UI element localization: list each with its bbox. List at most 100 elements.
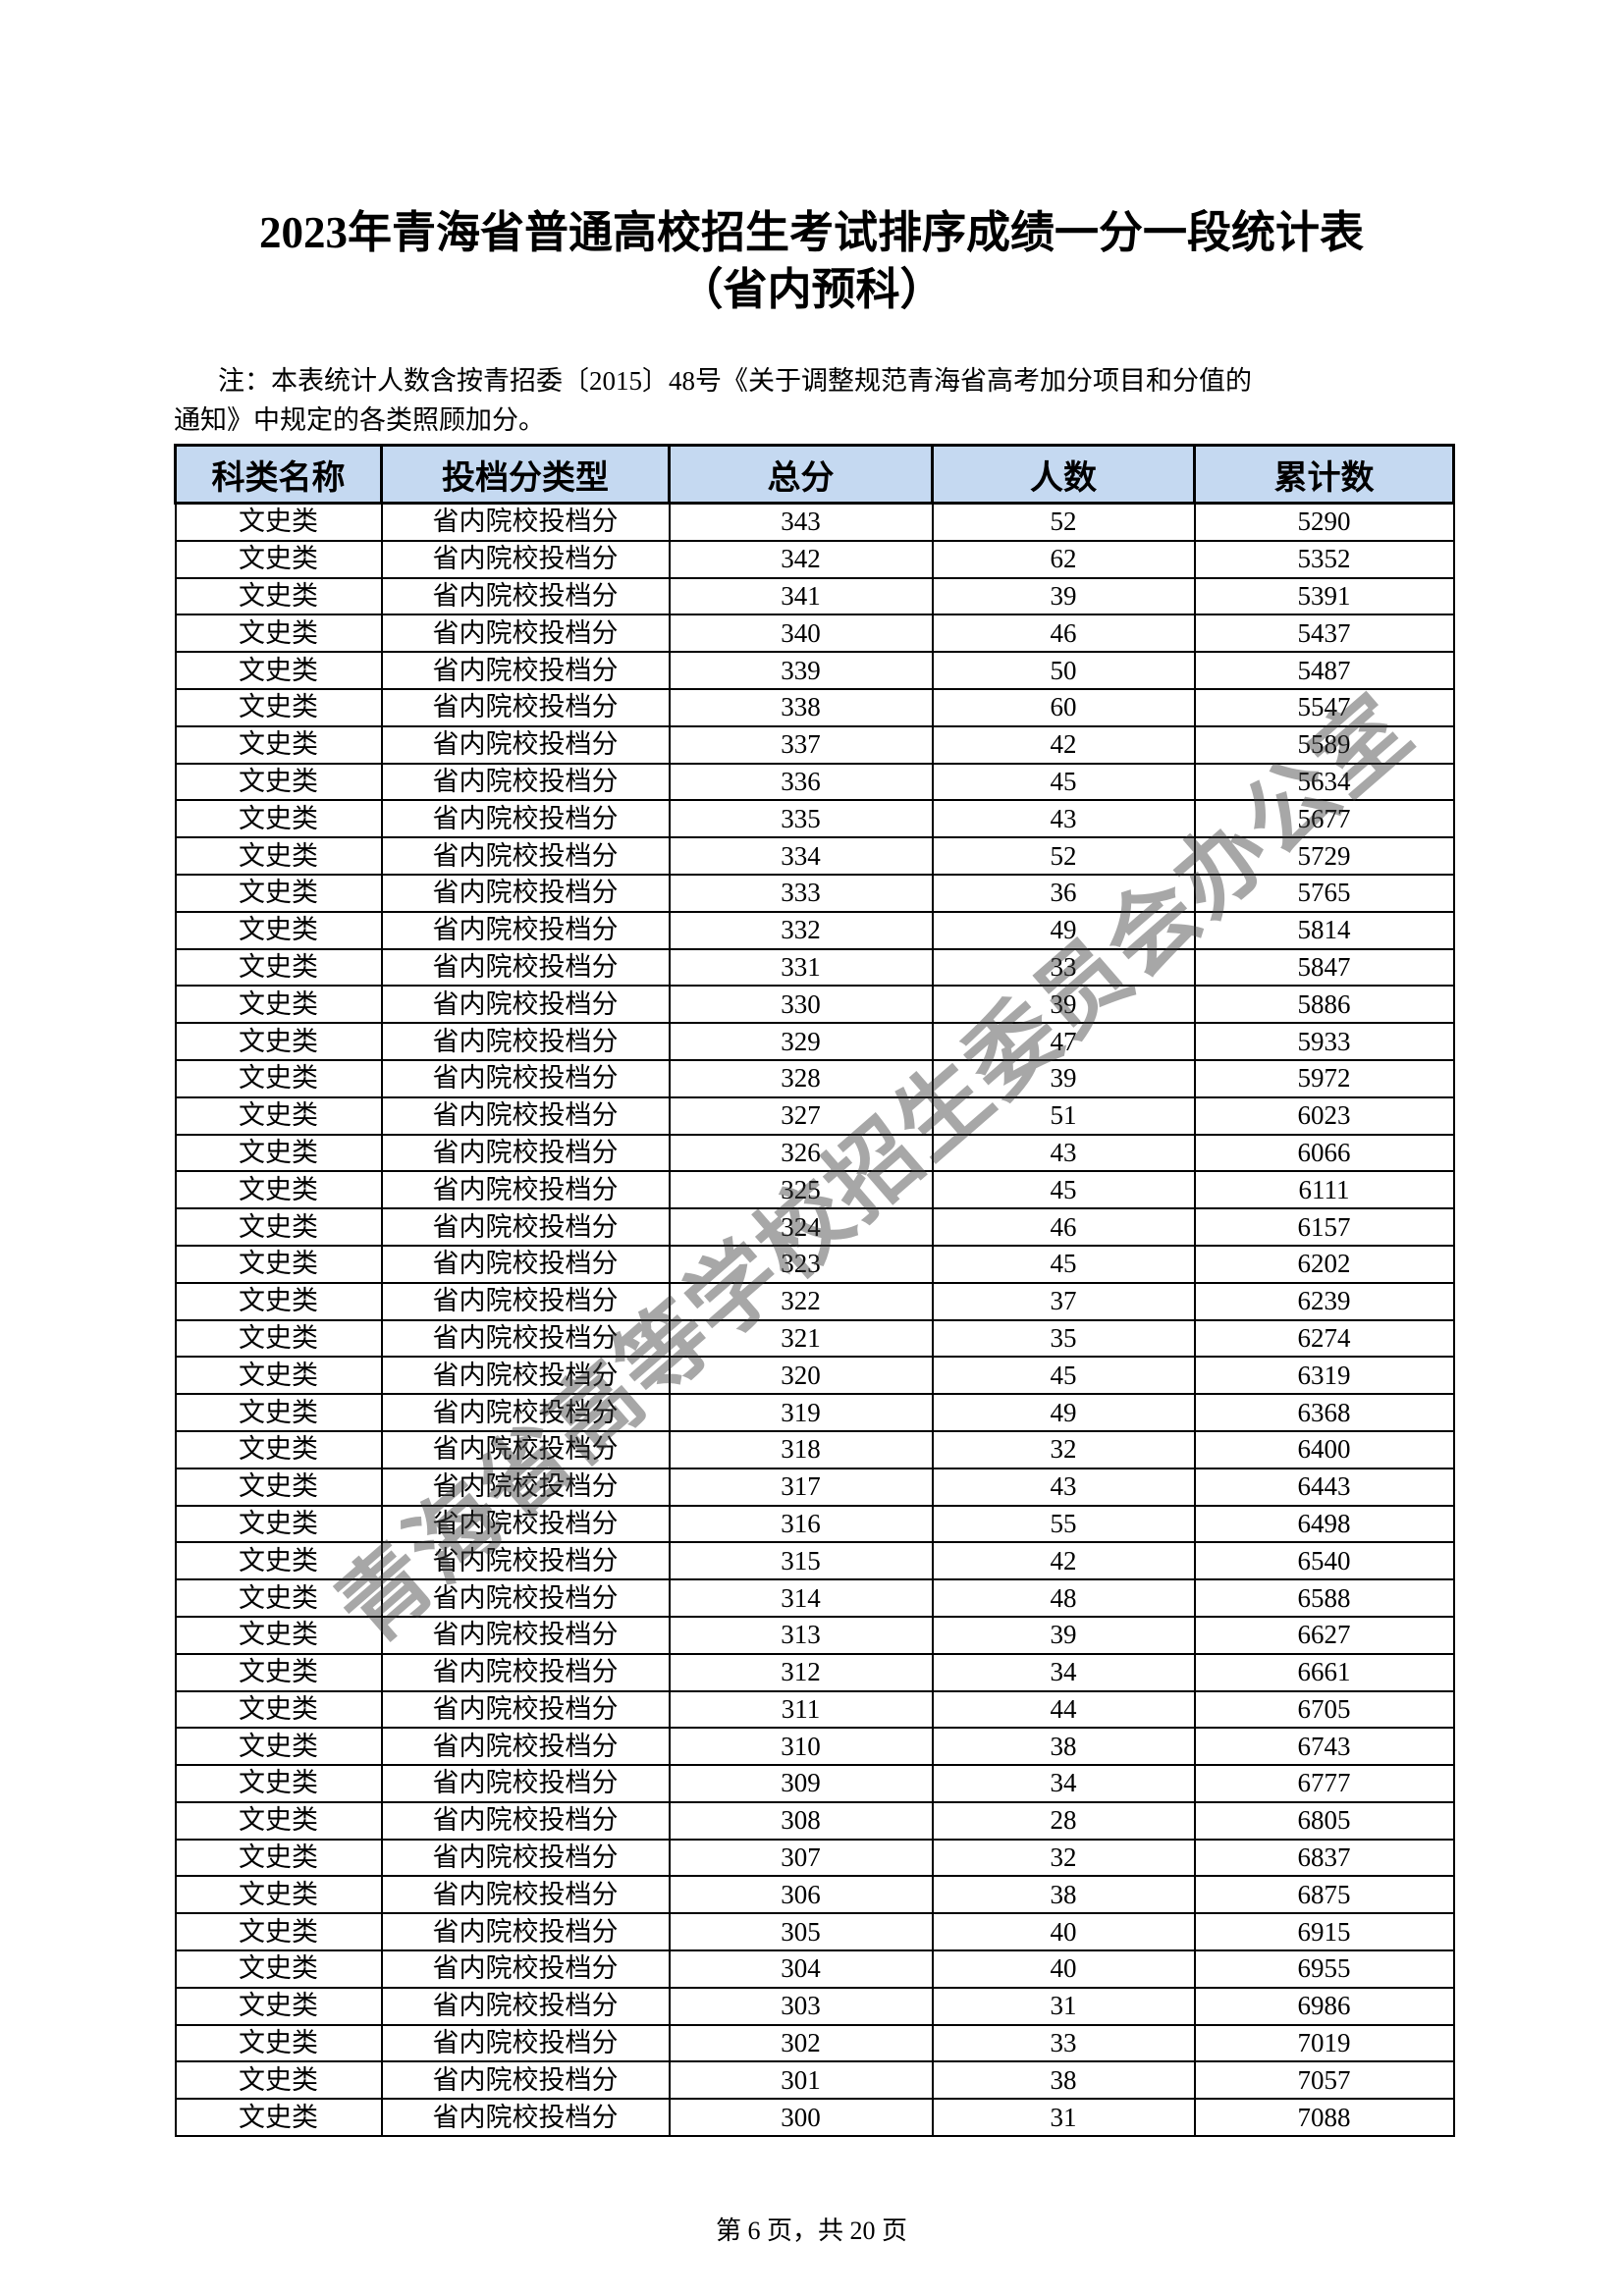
table-cell: 39 <box>931 1058 1196 1098</box>
table-cell: 文史类 <box>174 2060 383 2101</box>
table-cell: 6498 <box>1193 1504 1455 1544</box>
table-cell: 327 <box>668 1095 934 1136</box>
table-cell: 文史类 <box>174 1912 383 1952</box>
table-cell: 文史类 <box>174 1838 383 1878</box>
table-row: 文史类 省内院校投档分 327 51 6023 <box>174 1095 1455 1136</box>
table-cell: 5634 <box>1193 762 1455 802</box>
table-cell: 39 <box>931 985 1196 1025</box>
table-cell: 文史类 <box>174 1467 383 1507</box>
table-cell: 5847 <box>1193 947 1455 988</box>
table-cell: 文史类 <box>174 947 383 988</box>
table-cell: 328 <box>668 1058 934 1098</box>
table-cell: 省内院校投档分 <box>380 576 671 616</box>
table-cell: 44 <box>931 1689 1196 1730</box>
table-cell: 62 <box>931 539 1196 579</box>
table-cell: 39 <box>931 1615 1196 1655</box>
table-cell: 303 <box>668 1986 934 2026</box>
table-cell: 312 <box>668 1652 934 1692</box>
table-cell: 39 <box>931 576 1196 616</box>
subtitle: （省内预科） <box>678 265 945 314</box>
table-row: 文史类 省内院校投档分 326 43 6066 <box>174 1133 1455 1173</box>
column-header: 人数 <box>931 444 1196 505</box>
table-cell: 文史类 <box>174 910 383 950</box>
table-cell: 省内院校投档分 <box>380 1022 671 1061</box>
table-cell: 6111 <box>1193 1170 1455 1210</box>
table-cell: 6915 <box>1193 1912 1455 1952</box>
table-cell: 省内院校投档分 <box>380 910 671 950</box>
table-row: 文史类 省内院校投档分 323 45 6202 <box>174 1244 1455 1284</box>
table-cell: 省内院校投档分 <box>380 1541 671 1581</box>
table-cell: 省内院校投档分 <box>380 1170 671 1210</box>
table-cell: 45 <box>931 1170 1196 1210</box>
table-cell: 文史类 <box>174 502 383 542</box>
table-cell: 省内院校投档分 <box>380 947 671 988</box>
table-row: 文史类 省内院校投档分 329 47 5933 <box>174 1022 1455 1061</box>
table-cell: 43 <box>931 1467 1196 1507</box>
table-cell: 324 <box>668 1207 934 1247</box>
table-row: 文史类 省内院校投档分 324 46 6157 <box>174 1207 1455 1247</box>
table-cell: 省内院校投档分 <box>380 1356 671 1396</box>
table-row: 文史类 省内院校投档分 338 60 5547 <box>174 687 1455 727</box>
note-line: 注：本表统计人数含按青招委〔2015〕48号《关于调整规范青海省高考加分项目和分… <box>218 366 1252 396</box>
table-cell: 文史类 <box>174 2098 383 2138</box>
table-cell: 省内院校投档分 <box>380 1281 671 1321</box>
table-cell: 333 <box>668 873 934 913</box>
table-cell: 46 <box>931 614 1196 654</box>
table-cell: 6202 <box>1193 1244 1455 1284</box>
table-cell: 文史类 <box>174 1022 383 1061</box>
table-cell: 省内院校投档分 <box>380 1244 671 1284</box>
table-row: 文史类 省内院校投档分 331 33 5847 <box>174 947 1455 988</box>
table-cell: 326 <box>668 1133 934 1173</box>
table-cell: 省内院校投档分 <box>380 539 671 579</box>
table-cell: 329 <box>668 1022 934 1061</box>
table-cell: 338 <box>668 687 934 727</box>
table-cell: 省内院校投档分 <box>380 1429 671 1469</box>
table-cell: 省内院校投档分 <box>380 614 671 654</box>
table-row: 文史类 省内院校投档分 337 42 5589 <box>174 724 1455 765</box>
table-cell: 307 <box>668 1838 934 1878</box>
table-cell: 305 <box>668 1912 934 1952</box>
table-row: 文史类 省内院校投档分 311 44 6705 <box>174 1689 1455 1730</box>
note-line: 通知》中规定的各类照顾加分。 <box>174 405 545 435</box>
table-cell: 337 <box>668 724 934 765</box>
table-row: 文史类 省内院校投档分 309 34 6777 <box>174 1764 1455 1803</box>
table-cell: 省内院校投档分 <box>380 1467 671 1507</box>
table-cell: 36 <box>931 873 1196 913</box>
table-row: 文史类 省内院校投档分 341 39 5391 <box>174 576 1455 616</box>
table-cell: 49 <box>931 910 1196 950</box>
table-cell: 省内院校投档分 <box>380 1986 671 2026</box>
table-cell: 335 <box>668 799 934 839</box>
table-row: 文史类 省内院校投档分 339 50 5487 <box>174 651 1455 690</box>
table-row: 文史类 省内院校投档分 307 32 6837 <box>174 1838 1455 1878</box>
table-cell: 5352 <box>1193 539 1455 579</box>
table-cell: 文史类 <box>174 651 383 690</box>
table-row: 文史类 省内院校投档分 305 40 6915 <box>174 1912 1455 1952</box>
table-cell: 319 <box>668 1393 934 1432</box>
table-cell: 省内院校投档分 <box>380 1689 671 1730</box>
table-cell: 37 <box>931 1281 1196 1321</box>
table-cell: 7019 <box>1193 2023 1455 2063</box>
table-cell: 文史类 <box>174 614 383 654</box>
table-cell: 5677 <box>1193 799 1455 839</box>
table-cell: 48 <box>931 1578 1196 1618</box>
table-row: 文史类 省内院校投档分 316 55 6498 <box>174 1504 1455 1544</box>
table-cell: 31 <box>931 2098 1196 2138</box>
table-row: 文史类 省内院校投档分 333 36 5765 <box>174 873 1455 913</box>
table-cell: 文史类 <box>174 836 383 876</box>
table-cell: 文史类 <box>174 985 383 1025</box>
table-cell: 6955 <box>1193 1949 1455 1989</box>
table-row: 文史类 省内院校投档分 300 31 7088 <box>174 2098 1455 2138</box>
table-cell: 28 <box>931 1800 1196 1841</box>
table-cell: 321 <box>668 1318 934 1359</box>
table-cell: 文史类 <box>174 2023 383 2063</box>
table-cell: 6805 <box>1193 1800 1455 1841</box>
table-cell: 5487 <box>1193 651 1455 690</box>
table-cell: 50 <box>931 651 1196 690</box>
table-cell: 省内院校投档分 <box>380 1504 671 1544</box>
table-cell: 32 <box>931 1838 1196 1878</box>
table-cell: 315 <box>668 1541 934 1581</box>
table-cell: 301 <box>668 2060 934 2101</box>
table-cell: 52 <box>931 502 1196 542</box>
table-cell: 6368 <box>1193 1393 1455 1432</box>
table-cell: 文史类 <box>174 576 383 616</box>
